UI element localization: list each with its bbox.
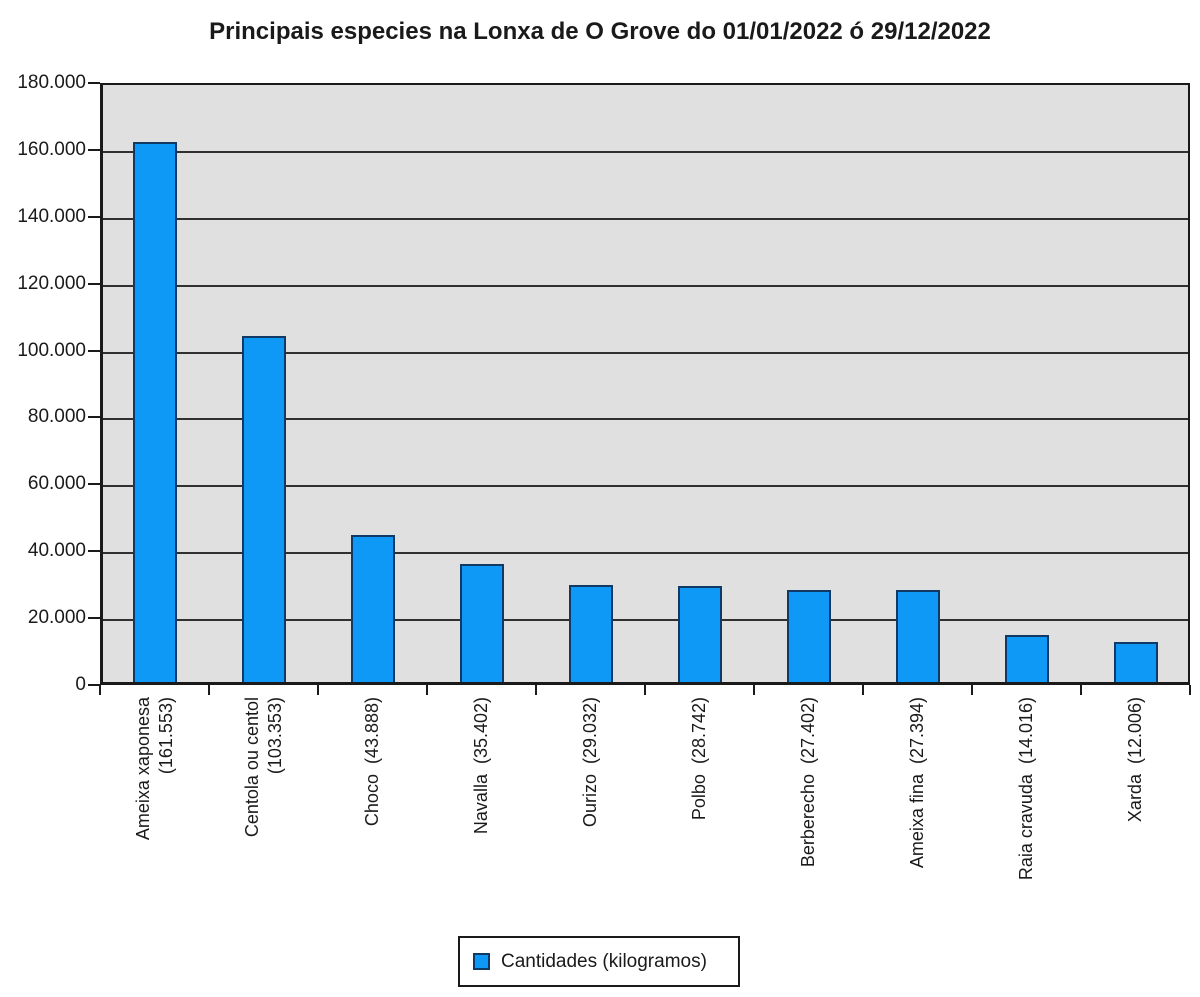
x-axis-label: Navalla (35.402) xyxy=(471,697,491,835)
bar-xarda xyxy=(1113,641,1158,682)
x-label-cell: Ameixa xaponesa (161.553) xyxy=(100,697,209,935)
x-label-cell: Xarda (12.006) xyxy=(1081,697,1190,935)
gridline xyxy=(103,150,1188,153)
x-label-cell: Raia cravuda (14.016) xyxy=(972,697,1081,935)
x-tick xyxy=(971,685,973,695)
x-axis-label: Berberecho (27.402) xyxy=(798,697,818,868)
legend: Cantidades (kilogramos) xyxy=(458,936,740,987)
legend-label: Cantidades (kilogramos) xyxy=(501,950,707,972)
x-label-cell: Ameixa fina (27.394) xyxy=(863,697,972,935)
y-tick-label: 140.000 xyxy=(17,205,86,227)
y-tick xyxy=(88,416,100,419)
gridline xyxy=(103,418,1188,421)
y-tick xyxy=(88,282,100,285)
bar-polbo xyxy=(677,585,722,682)
x-label-cell: Polbo (28.742) xyxy=(645,697,754,935)
y-tick-label: 160.000 xyxy=(17,138,86,160)
y-tick xyxy=(88,550,100,553)
bar-raia-cravuda xyxy=(1004,635,1049,682)
x-axis-label: Choco (43.888) xyxy=(362,697,382,827)
y-tick-label: 20.000 xyxy=(27,607,86,629)
y-tick-label: 120.000 xyxy=(17,272,86,294)
x-label-cell: Berberecho (27.402) xyxy=(754,697,863,935)
x-axis-label: Polbo (28.742) xyxy=(689,697,709,821)
bar-ameixa-fina xyxy=(895,590,940,682)
x-tick xyxy=(862,685,864,695)
x-tick xyxy=(753,685,755,695)
x-axis-label: Ameixa fina (27.394) xyxy=(907,697,927,869)
x-tick xyxy=(1080,685,1082,695)
y-tick xyxy=(88,82,100,84)
x-label-cell: Navalla (35.402) xyxy=(427,697,536,935)
bar-choco xyxy=(350,535,395,682)
x-axis-label: Xarda (12.006) xyxy=(1125,697,1145,823)
y-tick xyxy=(88,148,100,151)
y-tick-label: 180.000 xyxy=(17,72,86,93)
x-tick xyxy=(99,685,101,695)
x-tick xyxy=(317,685,319,695)
bar-berberecho xyxy=(786,590,831,682)
y-tick-label: 100.000 xyxy=(17,339,86,361)
x-tick xyxy=(1189,685,1191,695)
gridline xyxy=(103,217,1188,220)
gridline xyxy=(103,619,1188,622)
x-tick xyxy=(426,685,428,695)
bar-ameixa-xaponesa xyxy=(132,141,177,682)
gridline xyxy=(103,552,1188,555)
x-axis-label: Ameixa xaponesa (161.553) xyxy=(132,697,176,841)
x-axis-label: Centola ou centol (103.353) xyxy=(241,697,285,838)
plot-area xyxy=(100,83,1190,685)
x-axis-label: Raia cravuda (14.016) xyxy=(1016,697,1036,881)
x-label-cell: Choco (43.888) xyxy=(318,697,427,935)
x-tick xyxy=(535,685,537,695)
y-tick-label: 60.000 xyxy=(27,473,86,495)
y-tick xyxy=(88,483,100,486)
x-tick xyxy=(644,685,646,695)
bar-ourizo xyxy=(568,584,613,682)
gridline xyxy=(103,284,1188,287)
y-tick-label: 0 xyxy=(75,674,86,695)
x-label-cell: Centola ou centol (103.353) xyxy=(209,697,318,935)
legend-swatch-icon xyxy=(473,953,490,970)
y-tick xyxy=(88,684,100,686)
y-tick xyxy=(88,617,100,620)
bar-centola-ou-centol xyxy=(241,336,286,682)
x-axis-label: Ourizo (29.032) xyxy=(580,697,600,828)
y-tick-label: 40.000 xyxy=(27,540,86,562)
bar-navalla xyxy=(459,563,504,682)
y-tick-label: 80.000 xyxy=(27,406,86,428)
gridline xyxy=(103,485,1188,488)
y-tick xyxy=(88,349,100,352)
y-tick xyxy=(88,215,100,218)
gridline xyxy=(103,351,1188,354)
x-tick xyxy=(208,685,210,695)
chart-title: Principais especies na Lonxa de O Grove … xyxy=(209,18,991,45)
x-label-cell: Ourizo (29.032) xyxy=(536,697,645,935)
